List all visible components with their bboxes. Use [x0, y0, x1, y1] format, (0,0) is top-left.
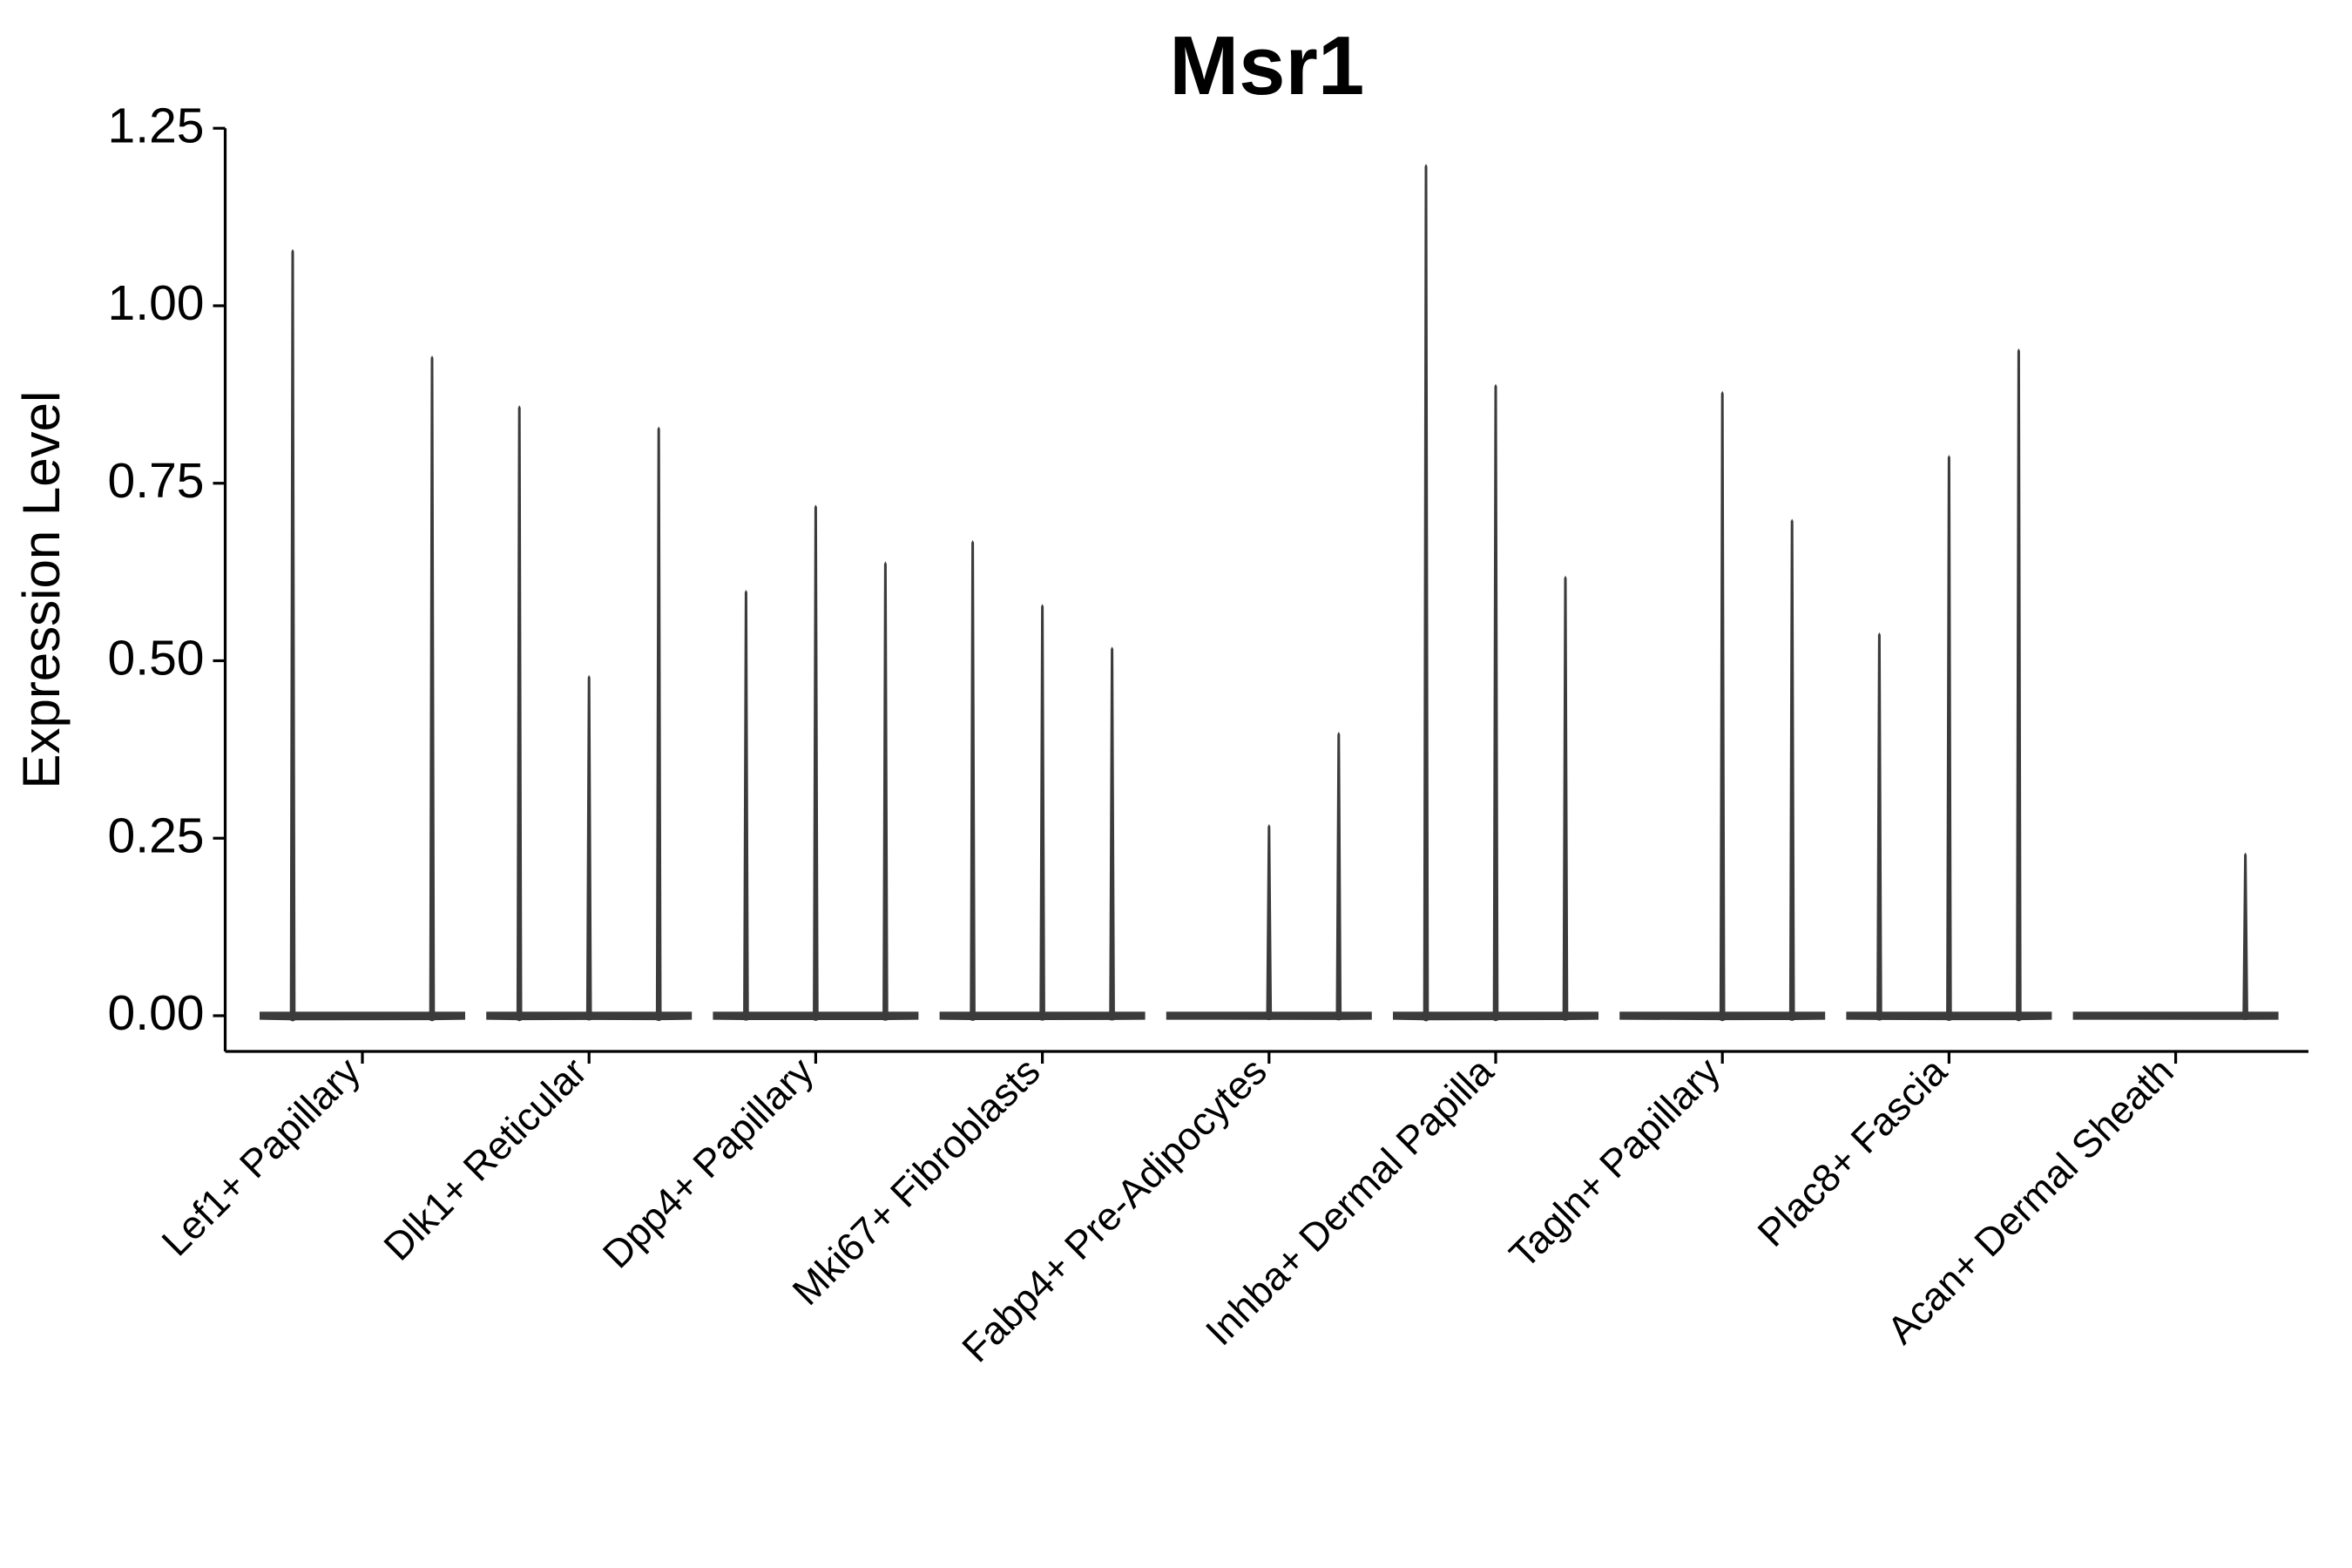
- svg-text:0.00: 0.00: [108, 985, 205, 1041]
- svg-text:0.75: 0.75: [108, 453, 205, 509]
- svg-text:0.50: 0.50: [108, 631, 205, 686]
- svg-text:0.25: 0.25: [108, 808, 205, 863]
- svg-text:Expression Level: Expression Level: [12, 391, 71, 789]
- svg-text:1.00: 1.00: [108, 275, 205, 331]
- svg-text:Msr1: Msr1: [1169, 19, 1364, 112]
- svg-text:1.25: 1.25: [108, 98, 205, 153]
